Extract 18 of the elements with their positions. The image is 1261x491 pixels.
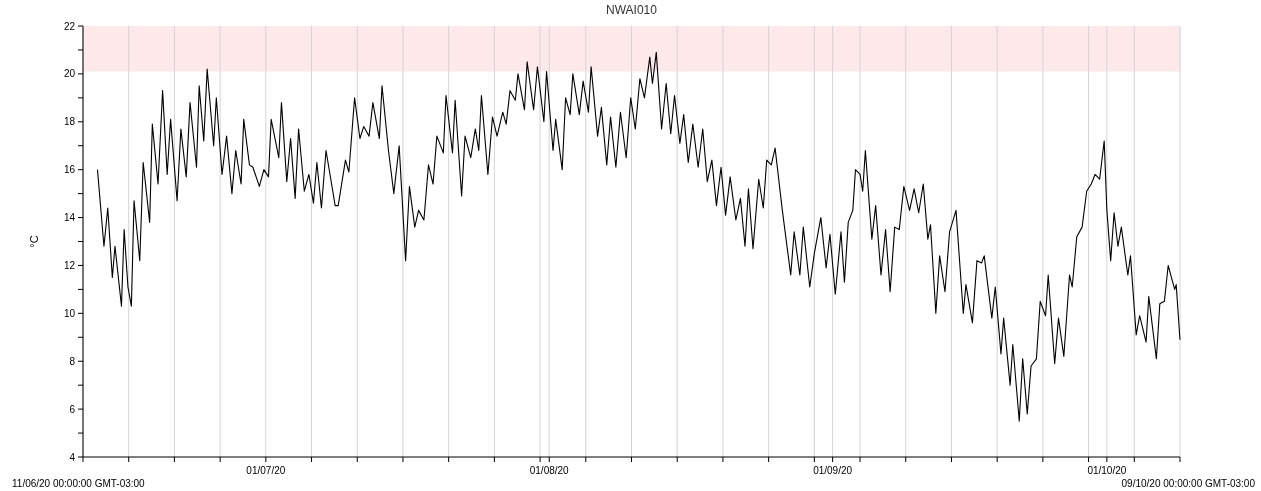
y-tick-label: 22 <box>63 20 76 32</box>
x-tick-label: 01/09/20 <box>813 465 853 476</box>
x-tick-label: 01/08/20 <box>529 465 570 476</box>
y-tick-label: 14 <box>63 212 76 224</box>
x-tick-label: 01/10/20 <box>1087 465 1127 476</box>
x-tick-label: 01/07/20 <box>246 465 286 476</box>
chart-title: NWAI010 <box>606 3 658 17</box>
y-tick-label: 12 <box>63 259 76 271</box>
y-tick-label: 20 <box>63 68 76 80</box>
text: 09/10/20 00:00:00 GMT-03:00 <box>1121 478 1256 489</box>
text: 11/06/20 00:00:00 GMT-03:00 <box>12 478 146 489</box>
y-tick-label: 18 <box>63 116 76 128</box>
y-tick-label: 8 <box>69 355 76 367</box>
y-tick-label: 10 <box>63 307 76 319</box>
y-tick-label: 16 <box>63 164 76 176</box>
y-tick-label: 6 <box>69 403 76 415</box>
y-axis-title: °C <box>28 235 40 248</box>
y-tick-label: 4 <box>69 451 76 463</box>
